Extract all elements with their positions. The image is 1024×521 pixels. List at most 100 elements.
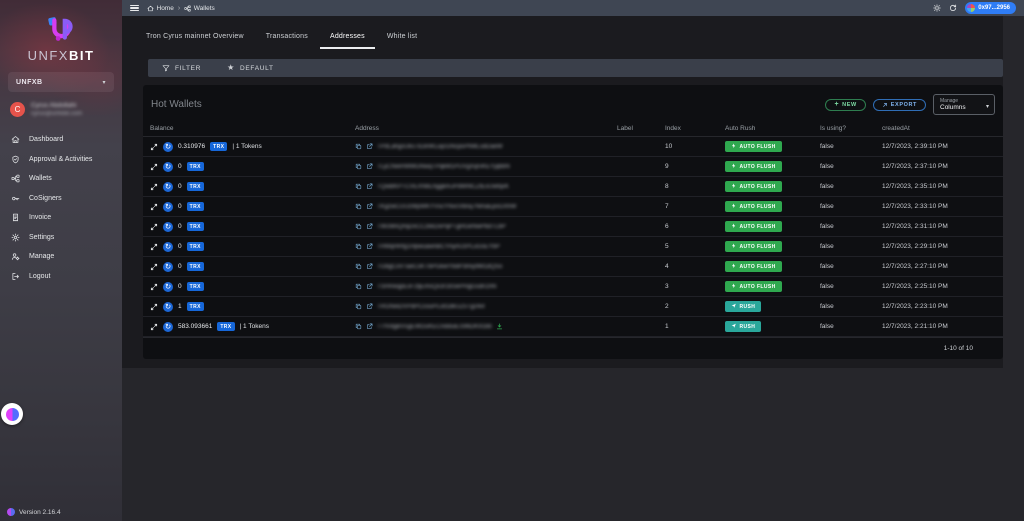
copy-address-icon[interactable] [355, 203, 362, 210]
refresh-balance-icon[interactable]: ↻ [163, 161, 173, 172]
tab-bar: Tron Cyrus mainnet Overview Transactions A… [122, 16, 1003, 49]
refresh-balance-icon[interactable]: ↻ [163, 141, 173, 152]
copy-address-icon[interactable] [355, 303, 362, 310]
open-explorer-icon[interactable] [366, 303, 373, 310]
address-value: TLyCNeiHWMGNwqTPqkM1PUVgXqrvKEYjqbbN [377, 163, 510, 170]
flush-button[interactable]: AUTO FLUSH [725, 241, 782, 252]
created-at-cell: 12/7/2023, 2:23:10 PM [882, 303, 948, 310]
refresh-balance-icon[interactable]: ↻ [163, 221, 173, 232]
flush-button[interactable]: AUTO FLUSH [725, 221, 782, 232]
expand-row-icon[interactable] [150, 223, 158, 231]
breadcrumb-home[interactable]: Home [147, 5, 174, 12]
manage-columns-select[interactable]: Manage Columns ▾ [933, 94, 995, 115]
auto-rush-cell: AUTO FLUSH [725, 161, 820, 172]
auto-rush-cell: AUTO FLUSH [725, 281, 820, 292]
sidebar-item-wallets[interactable]: Wallets [0, 169, 122, 189]
flush-button[interactable]: AUTO FLUSH [725, 201, 782, 212]
expand-row-icon[interactable] [150, 243, 158, 251]
flush-button[interactable]: AUTO FLUSH [725, 141, 782, 152]
avatar: C [10, 102, 25, 117]
expand-row-icon[interactable] [150, 183, 158, 191]
sidebar-item-cosigners[interactable]: CoSigners [0, 189, 122, 209]
created-at-cell: 12/7/2023, 2:33:10 PM [882, 203, 948, 210]
export-button[interactable]: EXPORT [872, 98, 926, 111]
flush-button[interactable]: RUSH [725, 321, 762, 332]
flush-button-label: AUTO FLUSH [739, 143, 776, 150]
flush-button[interactable]: AUTO FLUSH [725, 261, 782, 272]
sidebar-item-approval-activities[interactable]: Approval & Activities [0, 150, 122, 170]
sidebar-item-label: Dashboard [29, 136, 64, 144]
refresh-balance-icon[interactable]: ↻ [163, 201, 173, 212]
refresh-balance-icon[interactable]: ↻ [163, 301, 173, 312]
pagination[interactable]: 1-10 of 10 [143, 337, 1003, 359]
theme-toggle-icon[interactable] [933, 4, 941, 12]
balance-value: 0 [178, 203, 182, 210]
chat-widget-button[interactable] [1, 403, 23, 425]
open-explorer-icon[interactable] [366, 263, 373, 270]
open-explorer-icon[interactable] [366, 243, 373, 250]
tab-tron-cyrus-mainnet-overview[interactable]: Tron Cyrus mainnet Overview [146, 33, 244, 40]
expand-row-icon[interactable] [150, 203, 158, 211]
open-explorer-icon[interactable] [366, 163, 373, 170]
refresh-balance-icon[interactable]: ↻ [163, 261, 173, 272]
flush-button[interactable]: AUTO FLUSH [725, 161, 782, 172]
expand-row-icon[interactable] [150, 303, 158, 311]
sidebar-item-manage[interactable]: Manage [0, 247, 122, 267]
chevron-down-icon: ▾ [102, 79, 106, 86]
tab-white-list[interactable]: White list [386, 33, 418, 40]
connected-wallet-button[interactable]: 0x97...2956 [964, 2, 1016, 14]
flash-icon [731, 283, 737, 291]
expand-row-icon[interactable] [150, 143, 158, 151]
sidebar-item-dashboard[interactable]: Dashboard [0, 130, 122, 150]
refresh-balance-icon[interactable]: ↻ [163, 241, 173, 252]
copy-address-icon[interactable] [355, 183, 362, 190]
new-button[interactable]: + NEW [825, 98, 866, 111]
open-explorer-icon[interactable] [366, 203, 373, 210]
org-select[interactable]: UNFXB ▾ [8, 72, 114, 92]
expand-row-icon[interactable] [150, 323, 158, 331]
send-icon [731, 323, 737, 331]
address-value: TSHReqpEsF2tjEmsQx3r16SePHgGsdn1hN [377, 283, 497, 290]
created-at-cell: 12/7/2023, 2:37:10 PM [882, 163, 948, 170]
flush-button[interactable]: AUTO FLUSH [725, 181, 782, 192]
expand-row-icon[interactable] [150, 163, 158, 171]
user-profile[interactable]: C Cyrus Abdollahi cyrus@unfxbit.com [0, 92, 122, 117]
tab-addresses[interactable]: Addresses [319, 26, 375, 49]
filter-button[interactable]: FILTER [162, 64, 201, 72]
copy-address-icon[interactable] [355, 323, 362, 330]
expand-row-icon[interactable] [150, 283, 158, 291]
copy-address-icon[interactable] [355, 283, 362, 290]
sidebar-item-logout[interactable]: Logout [0, 267, 122, 287]
refresh-balance-icon[interactable]: ↻ [163, 321, 173, 332]
created-at-cell: 12/7/2023, 2:39:10 PM [882, 143, 948, 150]
copy-address-icon[interactable] [355, 143, 362, 150]
refresh-balance-icon[interactable]: ↻ [163, 181, 173, 192]
copy-address-icon[interactable] [355, 223, 362, 230]
star-icon: ★ [227, 63, 235, 72]
auto-rush-cell: AUTO FLUSH [725, 201, 820, 212]
refresh-balance-icon[interactable]: ↻ [163, 281, 173, 292]
flush-button[interactable]: AUTO FLUSH [725, 281, 782, 292]
breadcrumb: Home › Wallets [147, 5, 215, 12]
default-button[interactable]: ★ DEFAULT [227, 63, 274, 72]
refresh-icon[interactable] [949, 4, 957, 12]
tab-transactions[interactable]: Transactions [265, 33, 308, 40]
funnel-icon [162, 65, 170, 72]
open-explorer-icon[interactable] [366, 323, 373, 330]
copy-address-icon[interactable] [355, 263, 362, 270]
hamburger-menu-icon[interactable] [130, 4, 139, 12]
copy-address-icon[interactable] [355, 243, 362, 250]
sidebar-item-settings[interactable]: Settings [0, 228, 122, 248]
index-cell: 7 [665, 203, 669, 210]
breadcrumb-wallets[interactable]: Wallets [184, 5, 215, 12]
wallets-icon [11, 174, 20, 183]
open-explorer-icon[interactable] [366, 143, 373, 150]
shield-icon [11, 155, 20, 164]
flush-button[interactable]: RUSH [725, 301, 762, 312]
open-explorer-icon[interactable] [366, 183, 373, 190]
sidebar-item-invoice[interactable]: Invoice [0, 208, 122, 228]
open-explorer-icon[interactable] [366, 223, 373, 230]
open-explorer-icon[interactable] [366, 283, 373, 290]
copy-address-icon[interactable] [355, 163, 362, 170]
expand-row-icon[interactable] [150, 263, 158, 271]
